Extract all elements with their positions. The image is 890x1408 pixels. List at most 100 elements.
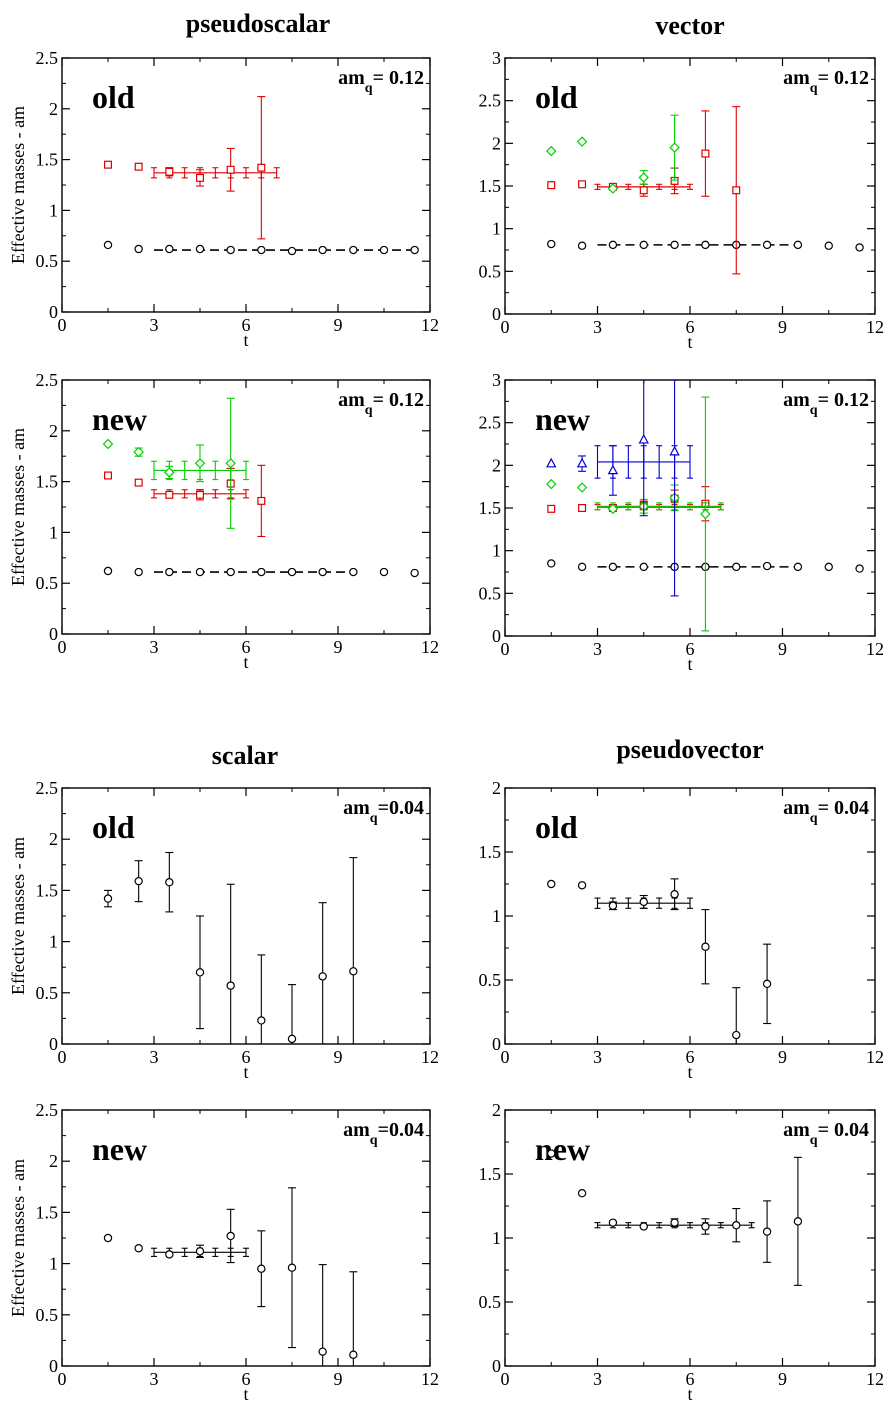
circle-icon xyxy=(577,881,587,890)
x-tick-label: 12 xyxy=(866,1369,884,1389)
quark-mass-symbol: am xyxy=(338,67,365,89)
circle-icon xyxy=(134,876,143,886)
x-tick-label: 3 xyxy=(150,637,159,657)
triangle-icon xyxy=(576,457,588,468)
y-tick-label: 1 xyxy=(49,200,58,220)
circle-icon xyxy=(226,1231,235,1241)
panel-label: new xyxy=(535,401,590,437)
x-tick-label: 12 xyxy=(421,637,439,657)
circle-icon xyxy=(103,240,113,250)
circle-icon xyxy=(226,245,235,255)
square-icon xyxy=(639,186,648,195)
y-tick-label: 1 xyxy=(49,1254,58,1274)
circle-icon xyxy=(608,1218,618,1227)
x-tick-label: 6 xyxy=(686,1369,695,1389)
y-tick-label: 0 xyxy=(492,1356,501,1376)
x-axis-label: t xyxy=(243,652,248,672)
circle-icon xyxy=(701,942,710,951)
diamond-icon xyxy=(546,145,557,157)
column-title: pseudoscalar xyxy=(186,9,330,38)
circle-icon xyxy=(670,240,679,250)
x-tick-label: 0 xyxy=(501,1369,510,1389)
series-red xyxy=(103,96,280,240)
x-tick-label: 12 xyxy=(866,317,884,337)
quark-mass-value: =0.04 xyxy=(378,797,424,819)
circle-icon xyxy=(226,567,235,577)
series-green xyxy=(546,114,680,194)
x-axis-label: t xyxy=(687,654,692,674)
y-tick-label: 0 xyxy=(492,1034,501,1054)
series-black xyxy=(103,240,419,256)
x-tick-label: 9 xyxy=(334,315,343,335)
y-tick-label: 2 xyxy=(49,99,58,119)
y-tick-label: 0.5 xyxy=(479,261,502,281)
chart-panel: 0 3 6 9 12 0 0.5 1 1.5 2 2.5 t Effective masses - am… xyxy=(8,9,439,350)
diamond-icon xyxy=(546,478,557,490)
quark-mass-label: amq= 0.12 xyxy=(783,67,869,96)
quark-mass-value: = 0.12 xyxy=(818,389,869,411)
circle-icon xyxy=(195,968,205,977)
quark-mass-symbol: am xyxy=(338,389,365,411)
series-green xyxy=(102,397,249,529)
panel-label: new xyxy=(92,401,147,437)
quark-mass-subscript: q xyxy=(810,811,818,826)
y-tick-label: 0.5 xyxy=(479,1292,502,1312)
circle-icon xyxy=(793,562,803,572)
y-tick-label: 2 xyxy=(492,1100,501,1120)
y-tick-label: 1.5 xyxy=(479,842,502,862)
quark-mass-label: amq= 0.12 xyxy=(338,389,424,418)
circle-icon xyxy=(410,245,419,255)
data-layer xyxy=(102,397,419,578)
circle-icon xyxy=(195,567,205,577)
circle-icon xyxy=(318,567,327,577)
circle-icon xyxy=(855,243,864,252)
y-tick-label: 1 xyxy=(492,906,501,926)
y-tick-label: 1 xyxy=(492,1228,501,1248)
circle-icon xyxy=(257,1264,266,1273)
circle-icon xyxy=(793,1217,803,1226)
circle-icon xyxy=(577,241,587,250)
diamond-icon xyxy=(576,136,588,147)
y-tick-label: 1 xyxy=(49,932,58,952)
x-axis-label: t xyxy=(243,330,248,350)
y-tick-label: 1.5 xyxy=(36,1202,59,1222)
square-icon xyxy=(547,504,556,513)
x-tick-label: 6 xyxy=(686,639,695,659)
series-black xyxy=(103,1187,358,1366)
square-icon xyxy=(165,490,174,499)
y-tick-label: 3 xyxy=(492,48,501,68)
quark-mass-subscript: q xyxy=(365,403,373,418)
column-title: scalar xyxy=(212,741,278,770)
chart-panel: 0 3 6 9 12 0 0.5 1 1.5 2 2.5 3 t vector old amq= 0.12 xyxy=(479,11,885,352)
data-layer xyxy=(547,1149,803,1286)
circle-icon xyxy=(103,894,113,903)
y-axis-label: Effective masses - am xyxy=(8,1159,28,1317)
circle-icon xyxy=(608,562,618,572)
diamond-icon xyxy=(102,438,114,450)
square-icon xyxy=(701,149,710,158)
y-tick-label: 0.5 xyxy=(479,583,502,603)
square-icon xyxy=(196,173,205,182)
diamond-icon xyxy=(133,446,144,458)
circle-icon xyxy=(165,1250,174,1259)
quark-mass-subscript: q xyxy=(810,1133,818,1148)
circle-icon xyxy=(103,1233,113,1243)
circle-icon xyxy=(608,901,618,910)
diamond-icon xyxy=(225,458,236,469)
panel-label: new xyxy=(535,1131,590,1167)
diamond-icon xyxy=(607,183,619,194)
y-tick-label: 0 xyxy=(49,1356,58,1376)
quark-mass-label: amq= 0.04 xyxy=(783,797,869,826)
quark-mass-value: = 0.12 xyxy=(373,67,424,89)
circle-icon xyxy=(410,568,419,578)
circle-icon xyxy=(762,1227,772,1236)
data-layer xyxy=(103,851,358,1044)
x-tick-label: 0 xyxy=(58,637,67,657)
series-blue xyxy=(546,380,693,597)
circle-icon xyxy=(547,559,556,568)
x-tick-label: 12 xyxy=(421,315,439,335)
column-title: pseudovector xyxy=(616,735,763,764)
circle-icon xyxy=(195,1247,205,1256)
circle-icon xyxy=(547,879,556,889)
